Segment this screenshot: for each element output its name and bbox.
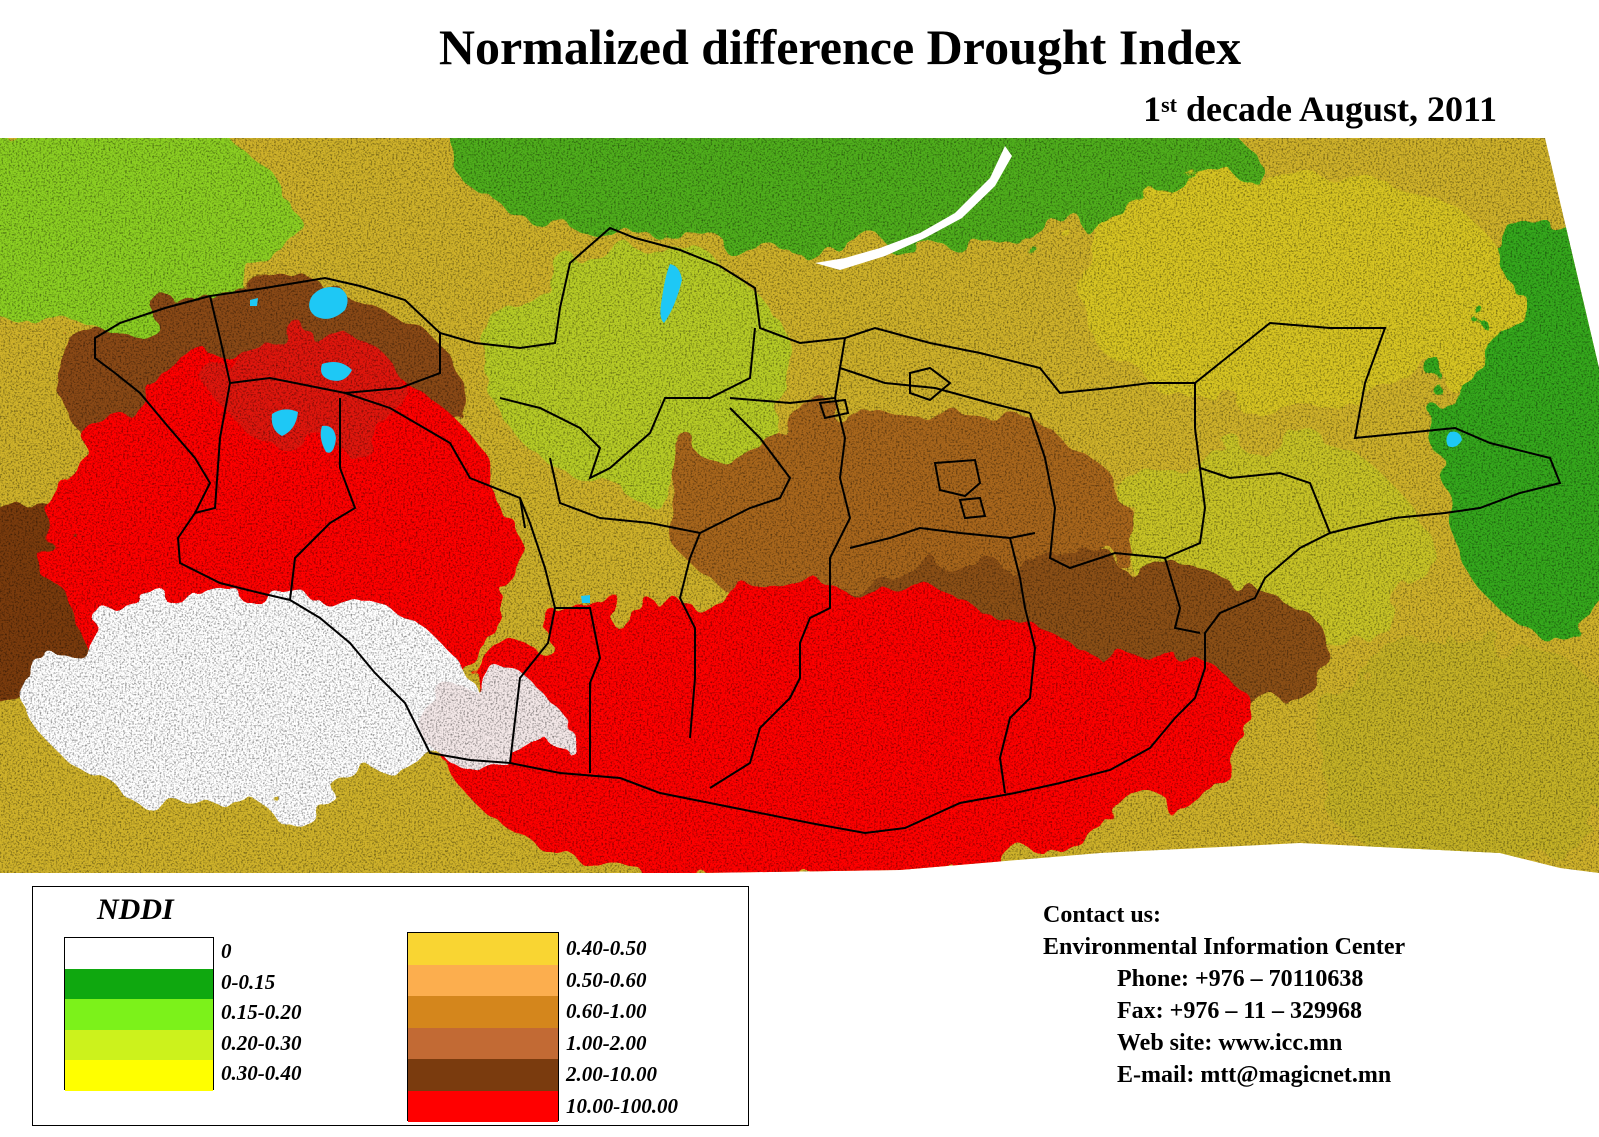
legend-swatch-1 [65,968,213,1000]
legend-label-4: 0.30-0.40 [221,1061,302,1086]
lake-uvs [309,287,348,319]
legend-label-3: 0.20-0.30 [221,1030,302,1055]
legend-swatch-2 [65,999,213,1030]
border-zavkhan [344,392,526,529]
contact-heading: Contact us: [1043,902,1161,928]
contact-fax: Fax: +976 – 11 – 329968 [1117,998,1363,1024]
map-speckle-texture [0,138,1599,873]
border-dundgovi [849,526,1036,549]
drought-map-canvas [0,138,1599,873]
contact-phone: Phone: +976 – 70110638 [1117,966,1364,992]
border-dundgovi-dornogovi [998,537,1037,794]
contact-email[interactable]: E-mail: mtt@magicnet.mn [1117,1062,1392,1088]
legend-label-8: 1.00-2.00 [566,1030,647,1055]
lake-achit [250,298,258,306]
border-sukhbaatar [1164,557,1201,634]
border-khentii-dornod [1029,383,1207,570]
legend-label-1: 0-0.15 [221,969,276,994]
map-subtitle: 1st decade August, 2011 [1143,88,1497,130]
legend-label-5: 0.40-0.50 [566,936,647,960]
legend-swatch-8 [408,1027,558,1059]
lake-buir [1446,431,1462,448]
legend-swatch-column-right [407,932,559,1122]
legend-label-6: 0.50-0.60 [566,967,647,992]
legend-swatch-6 [408,964,558,996]
legend-label-0: 0 [221,939,232,963]
contact-org: Environmental Information Center [1043,934,1406,960]
legend-title: NDDI [97,893,174,926]
border-selenge-tuv [839,367,1031,414]
border-uvs-bayan-ulgii [209,295,441,395]
legend-swatch-5 [408,933,558,965]
national-border [94,226,1562,835]
border-uvurkhangai [678,532,701,739]
nddi-legend: NDDI 0 0-0.15 0.15-0.20 0.20-0.30 0.30-0.40 0… [32,886,749,1126]
lake-khar [320,425,336,453]
legend-swatch-7 [408,996,558,1028]
border-orkhon [818,398,850,420]
legend-swatch-3 [65,1029,213,1061]
legend-swatch-column-left [64,937,214,1091]
drought-map [0,138,1599,873]
lake-khuvsgul [660,264,682,323]
legend-swatch-0 [65,938,213,969]
border-tuv [709,397,852,789]
contact-website[interactable]: Web site: www.icc.mn [1117,1030,1343,1056]
border-khovd-gobi-altai [289,398,357,601]
legend-label-2: 0.15-0.20 [221,1000,302,1025]
map-title: Normalized difference Drought Index [438,19,1242,75]
legend-swatch-9 [408,1059,558,1091]
border-ulaanbaatar [933,458,982,498]
border-bayankhongor [555,607,602,773]
border-govisumber [958,496,987,520]
subtitle-ordinal-suffix: st [1161,92,1177,117]
border-khovd-zavkhan [194,382,231,514]
border-arkhangai-bayankhongor [549,407,792,535]
border-sukhbaatar-dornod [1199,467,1331,534]
lake-orog [581,595,590,603]
subtitle-period: decade August, 2011 [1176,89,1497,129]
legend-swatch-10 [408,1090,558,1122]
legend-swatch-4 [65,1060,213,1091]
legend-label-9: 2.00-10.00 [566,1062,657,1086]
legend-label-7: 0.60-1.00 [566,999,647,1023]
aimag-boundaries [94,226,1562,835]
legend-label-10: 10.00-100.00 [566,1093,678,1118]
lake-khar-us [271,409,298,436]
border-darkhan [909,366,952,402]
contact-block: Contact us: Environmental Information Ce… [1043,899,1405,1091]
border-khuvsgul-arkhangai [499,327,756,480]
subtitle-day: 1 [1143,89,1162,129]
lake-khyargas [321,362,352,381]
